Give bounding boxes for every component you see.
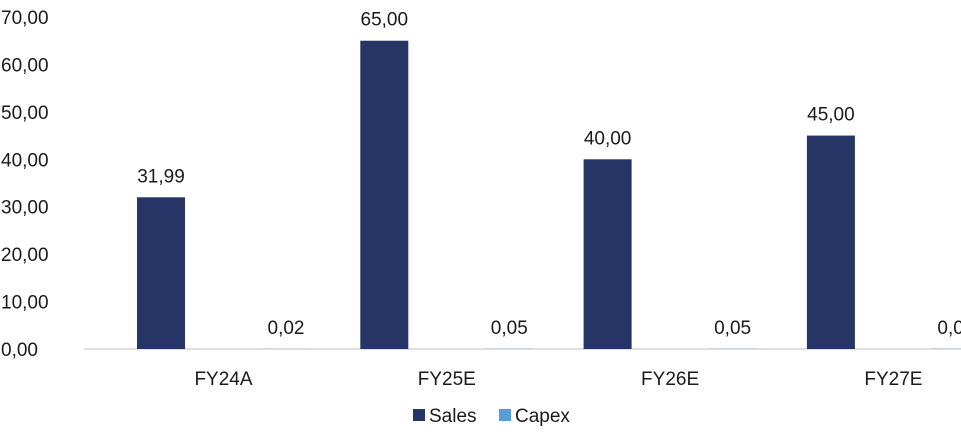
- legend-swatch-sales: [413, 409, 425, 421]
- data-label-capex-fy26e: 0,05: [714, 318, 751, 339]
- data-label-capex-fy24a: 0,02: [268, 318, 305, 339]
- y-tick-label: 40,00: [1, 150, 49, 171]
- x-category-label: FY25E: [418, 369, 476, 390]
- x-category-label: FY24A: [194, 369, 252, 390]
- data-label-capex-fy27e: 0,05: [937, 318, 961, 339]
- bar-sales-fy27e: [806, 135, 855, 349]
- data-label-sales-fy26e: 40,00: [584, 128, 632, 149]
- legend-label-sales: Sales: [429, 406, 477, 427]
- category-labels: FY24A FY25E FY26E FY27E: [194, 369, 922, 390]
- bar-sales-fy26e: [583, 159, 632, 349]
- y-tick-label: 60,00: [1, 55, 49, 76]
- y-tick-label: 10,00: [1, 293, 49, 314]
- y-tick-label: 0,00: [1, 340, 38, 361]
- data-labels: 31,99 0,02 65,00 0,05 40,00 0,05 45,00 0,05: [137, 10, 961, 339]
- y-axis-ticks: 0,00 10,00 20,00 30,00 40,00 50,00 60,00 70,00: [1, 8, 49, 361]
- data-label-sales-fy25e: 65,00: [361, 10, 409, 31]
- legend: Sales Capex: [413, 406, 570, 427]
- y-tick-label: 30,00: [1, 198, 49, 219]
- y-tick-label: 20,00: [1, 245, 49, 266]
- x-category-label: FY27E: [864, 369, 922, 390]
- data-label-sales-fy24a: 31,99: [137, 166, 185, 187]
- y-tick-label: 70,00: [1, 8, 49, 29]
- data-label-sales-fy27e: 45,00: [807, 105, 855, 126]
- data-label-capex-fy25e: 0,05: [491, 318, 528, 339]
- bars: [137, 40, 961, 349]
- legend-label-capex: Capex: [515, 406, 570, 427]
- legend-swatch-capex: [499, 409, 511, 421]
- bar-sales-fy24a: [137, 197, 185, 349]
- x-category-label: FY26E: [641, 369, 699, 390]
- y-tick-label: 50,00: [1, 103, 49, 124]
- bar-sales-fy25e: [360, 40, 409, 349]
